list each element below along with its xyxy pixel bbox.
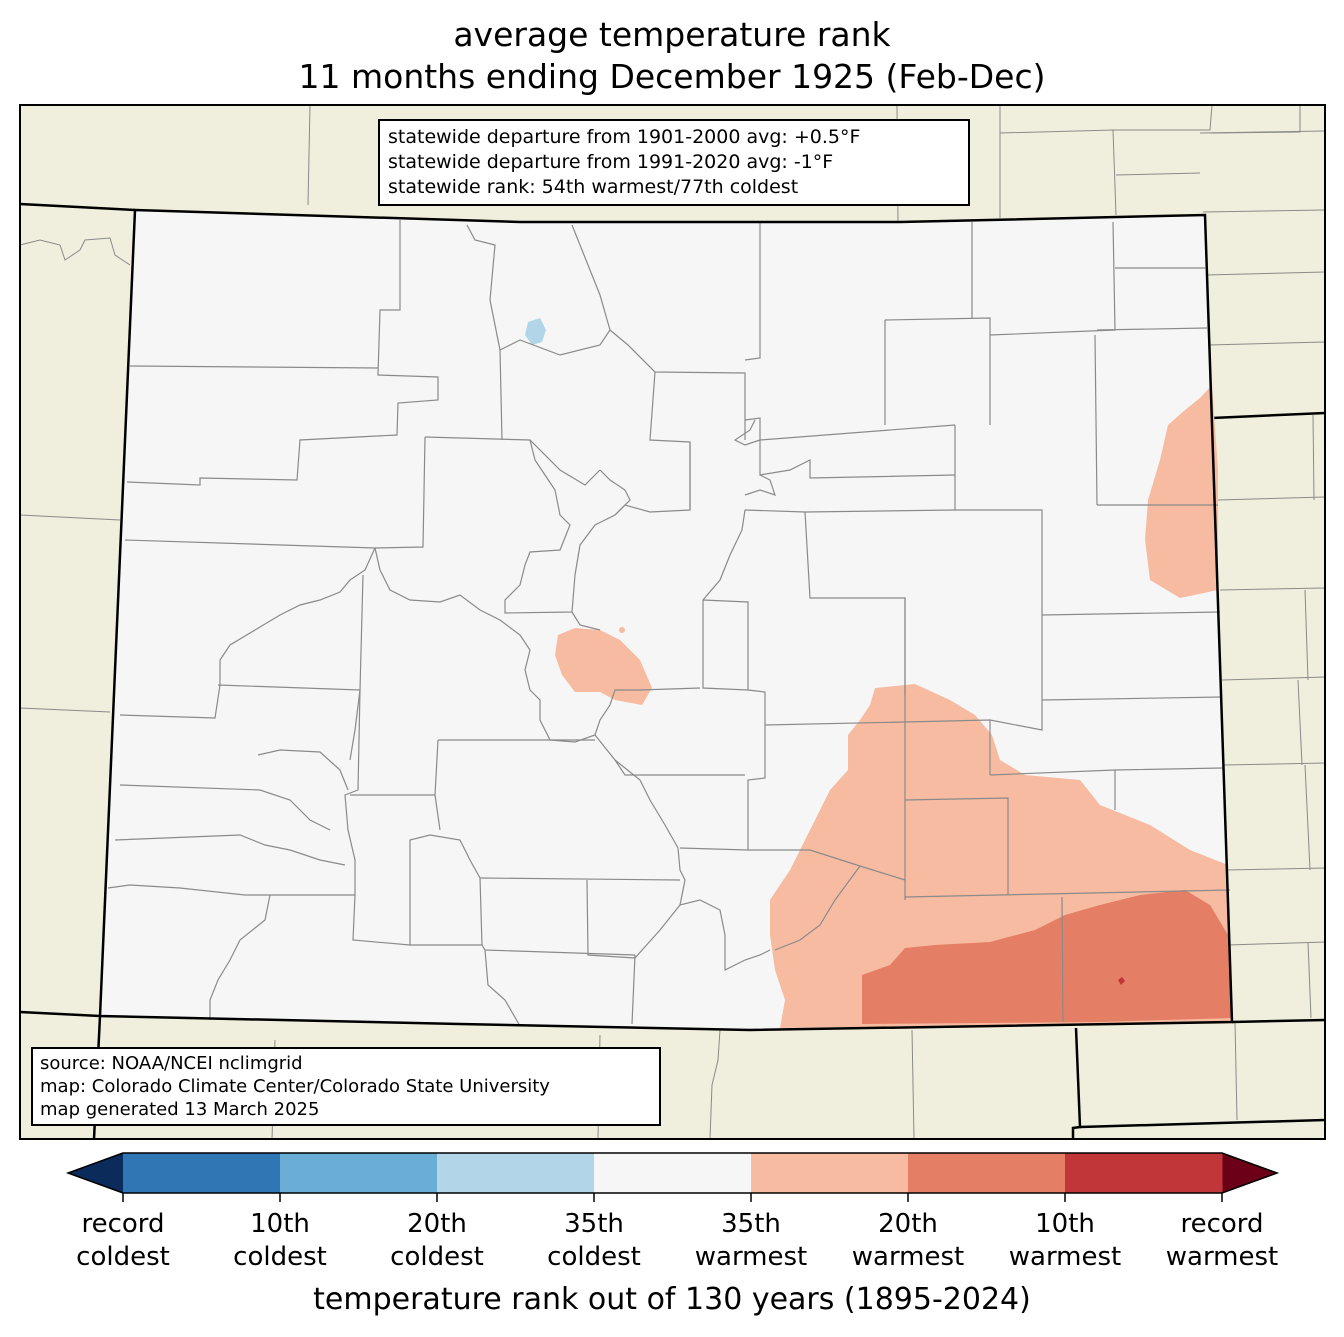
source-line: source: NOAA/NCEI nclimgrid — [40, 1053, 303, 1074]
colorbar-bin — [908, 1153, 1066, 1193]
colorbar-tick-label: 20th warmest — [828, 1208, 988, 1274]
colorbar — [65, 1152, 1280, 1202]
tick-label-line1: 35th — [564, 1209, 624, 1239]
warm-region-east — [1145, 385, 1218, 598]
tick-label-line1: 35th — [721, 1209, 781, 1239]
colorbar-bin — [751, 1153, 909, 1193]
source-box: source: NOAA/NCEI nclimgrid map: Colorad… — [31, 1047, 661, 1126]
tick-label-line1: 10th — [250, 1209, 310, 1239]
colorbar-tick-label: record coldest — [43, 1208, 203, 1274]
county-lines — [107, 220, 1231, 1027]
colorbar-bin — [1065, 1153, 1223, 1193]
colorbar-tick-label: record warmest — [1142, 1208, 1302, 1274]
map-frame — [19, 104, 1326, 1140]
warm-10th-speck — [1118, 977, 1125, 985]
colorbar-tick-label: 10th warmest — [985, 1208, 1145, 1274]
colorbar-tick-label: 20th coldest — [357, 1208, 517, 1274]
stats-rank: statewide rank: 54th warmest/77th coldes… — [388, 176, 799, 198]
colorbar-extend-high — [1222, 1153, 1277, 1193]
colorbar-bin — [123, 1153, 281, 1193]
colorbar-extend-low — [68, 1153, 123, 1193]
map-generated-line: map generated 13 March 2025 — [40, 1099, 320, 1120]
warm-20th-region — [862, 890, 1232, 1024]
tick-label-line2: warmest — [851, 1242, 965, 1272]
cold-35th-spot — [525, 318, 546, 345]
map-credit-line: map: Colorado Climate Center/Colorado St… — [40, 1076, 550, 1097]
colorado-state-border — [98, 208, 1234, 1032]
colorbar-tick-label: 35th warmest — [671, 1208, 831, 1274]
tick-label-line2: warmest — [1165, 1242, 1279, 1272]
tick-label-line2: coldest — [76, 1242, 170, 1272]
tick-label-line1: record — [1180, 1209, 1264, 1239]
tick-label-line2: warmest — [694, 1242, 808, 1272]
colorbar-bin — [594, 1153, 752, 1193]
tick-label-line1: record — [81, 1209, 165, 1239]
tick-label-line1: 10th — [1035, 1209, 1095, 1239]
warm-region-speck — [619, 627, 625, 633]
colorbar-tick-label: 10th coldest — [200, 1208, 360, 1274]
colorbar-bin — [280, 1153, 438, 1193]
colorbar-bin — [437, 1153, 595, 1193]
colorbar-title: temperature rank out of 130 years (1895-… — [313, 1282, 1031, 1317]
stats-departure-1901: statewide departure from 1901-2000 avg: … — [388, 126, 861, 148]
map-title: average temperature rank — [453, 15, 891, 54]
statewide-stats-box: statewide departure from 1901-2000 avg: … — [378, 119, 970, 206]
map-subtitle: 11 months ending December 1925 (Feb-Dec) — [298, 57, 1046, 96]
tick-label-line1: 20th — [878, 1209, 938, 1239]
tick-label-line2: coldest — [233, 1242, 327, 1272]
tick-label-line1: 20th — [407, 1209, 467, 1239]
warm-region-central — [555, 628, 652, 705]
tick-label-line2: coldest — [390, 1242, 484, 1272]
tick-label-line2: coldest — [547, 1242, 641, 1272]
tick-label-line2: warmest — [1008, 1242, 1122, 1272]
stats-departure-1991: statewide departure from 1991-2020 avg: … — [388, 151, 834, 173]
colorbar-tick-label: 35th coldest — [514, 1208, 674, 1274]
